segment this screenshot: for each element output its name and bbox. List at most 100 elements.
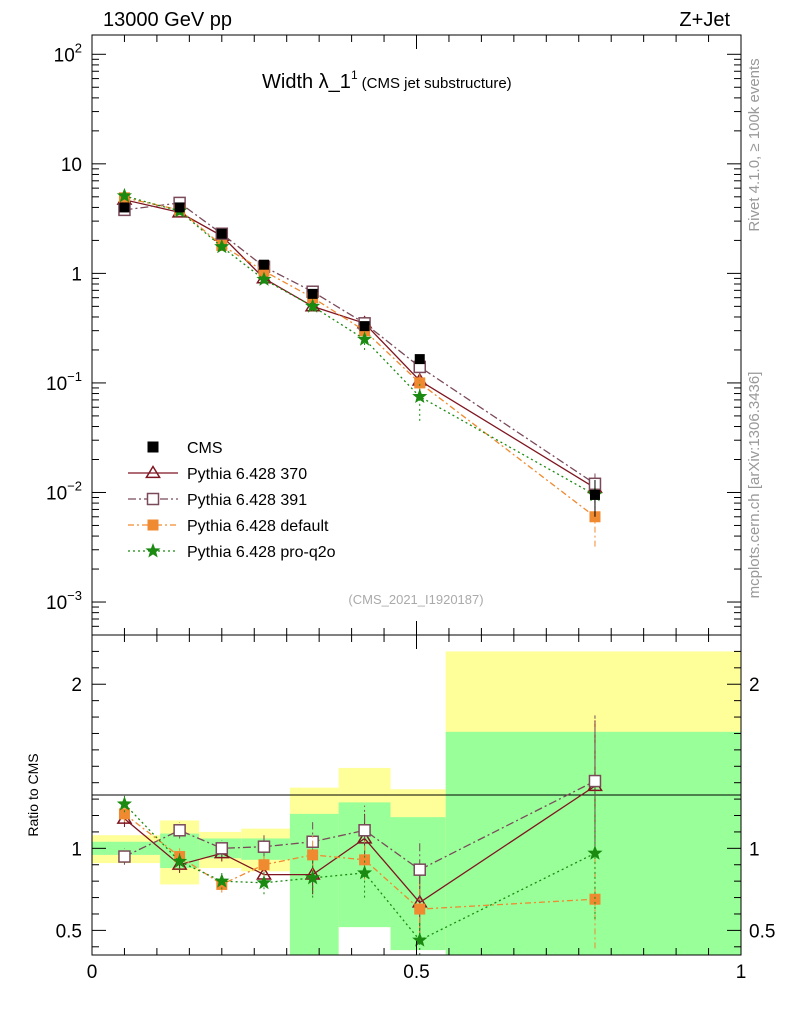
legend-marker <box>145 465 161 479</box>
ratio-data-layer <box>116 715 603 955</box>
ratio-y-tick-label-right: 2 <box>749 675 760 696</box>
chart-title-subtitle: (CMS jet substructure) <box>362 75 512 92</box>
ratio-data-point <box>359 854 371 866</box>
tick-label-base: 10 <box>46 593 67 614</box>
ratio-data-point <box>587 845 603 860</box>
legend-marker <box>145 543 161 558</box>
legend-label: Pythia 6.428 pro-q2o <box>187 544 336 561</box>
y-axis-tick-label: 10−3 <box>46 588 82 614</box>
tick-label-base: 1 <box>71 264 82 285</box>
series-pythia-6-428-pro-q2o <box>116 187 603 513</box>
data-point <box>589 489 600 500</box>
legend-marker <box>147 519 159 531</box>
ratio-data-point <box>357 864 373 880</box>
ratio-plot-frame <box>91 634 742 956</box>
ratio-data-point <box>307 849 319 861</box>
ratio-y-tick-label-right: 0.5 <box>749 921 775 942</box>
data-point <box>116 187 133 203</box>
legend-label: Pythia 6.428 370 <box>187 466 307 483</box>
legend-label: CMS <box>187 440 223 457</box>
y-axis-tick-label: 10−1 <box>46 369 82 395</box>
ratio-series-pythia-6-428-pro-q2o <box>116 787 603 955</box>
legend-label: Pythia 6.428 default <box>187 518 329 535</box>
x-axis-tick-label: 0 <box>87 962 98 983</box>
legend-item: CMS <box>147 440 223 457</box>
ratio-panel: 0 0.5 10.5 0.51 12 2 Ratio to CMS <box>25 634 775 983</box>
chart-title: Width λ_11 (CMS jet substructure) <box>262 68 512 93</box>
data-point <box>414 354 425 365</box>
ratio-series-line <box>124 813 596 910</box>
data-point <box>174 202 185 213</box>
data-point <box>258 259 269 270</box>
y-axis-tick-label: 1 <box>71 264 82 285</box>
ratio-y-axis-label: Ratio to CMS <box>25 753 41 836</box>
legend-item: Pythia 6.428 370 <box>128 465 307 483</box>
ratio-data-point <box>412 932 428 947</box>
x-axis-tick-label: 0.5 <box>403 962 429 983</box>
data-point <box>119 202 130 213</box>
tick-label-base: 10 <box>61 155 82 176</box>
data-point <box>359 321 370 332</box>
ratio-y-tick-label-left: 2 <box>71 675 82 696</box>
process-label: Z+Jet <box>679 9 730 31</box>
legend-label: Pythia 6.428 391 <box>187 492 307 509</box>
data-point <box>307 288 318 299</box>
tick-label-base: 10 <box>46 483 67 504</box>
chart-title-main: Width λ_1 <box>262 71 351 93</box>
tick-label-exponent: −3 <box>67 588 82 603</box>
legend-marker <box>146 492 160 506</box>
tick-label-base: 10 <box>46 374 67 395</box>
tick-label-base: 10 <box>54 45 75 66</box>
ratio-data-point <box>214 873 230 888</box>
data-point <box>357 331 373 346</box>
tick-label-exponent: 2 <box>75 40 82 55</box>
ratio-data-point <box>257 840 271 853</box>
series-line <box>124 195 596 496</box>
ratio-data-point <box>118 850 131 863</box>
mcplots-label: mcplots.cern.ch [arXiv:1306.3436] <box>746 372 763 599</box>
ratio-data-point <box>116 796 133 811</box>
uncertainty-band-green <box>390 817 446 951</box>
ratio-data-point <box>256 874 272 890</box>
x-axis-tick-label: 1 <box>736 962 747 983</box>
ratio-data-point <box>173 824 186 837</box>
data-point <box>216 228 227 239</box>
uncertainty-band-green <box>289 813 339 955</box>
chart-title-superscript: 1 <box>351 68 358 82</box>
main-data-layer <box>116 187 603 547</box>
series-line <box>124 197 596 518</box>
ratio-data-point <box>172 853 188 868</box>
y-axis-tick-label: 102 <box>54 40 82 66</box>
legend-item: Pythia 6.428 391 <box>128 492 307 509</box>
rivet-version-label: Rivet 4.1.0, ≥ 100k events <box>746 58 763 231</box>
analysis-watermark: (CMS_2021_I1920187) <box>348 592 483 607</box>
ratio-y-tick-label-left: 0.5 <box>56 921 82 942</box>
ratio-series-line <box>124 785 596 904</box>
uncertainty-band-green <box>92 841 161 855</box>
energy-label: 13000 GeV pp <box>103 9 232 31</box>
ratio-data-point <box>414 903 426 915</box>
ratio-data-point <box>413 863 426 876</box>
data-point <box>412 388 428 404</box>
ratio-axes-layer: 0 0.5 10.5 0.51 12 2 <box>56 635 775 983</box>
legend-marker <box>147 441 159 453</box>
series-cms <box>119 202 600 517</box>
ratio-data-point <box>358 824 371 837</box>
tick-label-exponent: −1 <box>67 369 82 384</box>
legend-item: Pythia 6.428 pro-q2o <box>128 543 336 561</box>
series-line <box>124 202 596 485</box>
data-point <box>256 271 272 286</box>
ratio-y-tick-label-right: 1 <box>749 839 760 860</box>
ratio-data-point <box>215 842 229 855</box>
ratio-data-point <box>588 774 602 788</box>
data-point <box>214 238 230 254</box>
legend-item: Pythia 6.428 default <box>128 518 329 535</box>
data-point <box>414 377 426 389</box>
ratio-data-point <box>258 859 270 871</box>
uncertainty-band-green <box>445 731 741 955</box>
legend: CMS Pythia 6.428 370 Pythia 6.428 391 Pythi… <box>128 440 336 561</box>
data-point <box>258 265 270 277</box>
